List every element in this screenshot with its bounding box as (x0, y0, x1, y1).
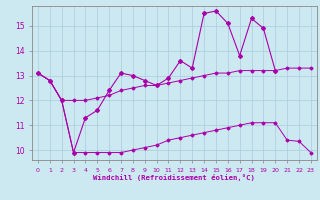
X-axis label: Windchill (Refroidissement éolien,°C): Windchill (Refroidissement éolien,°C) (93, 174, 255, 181)
